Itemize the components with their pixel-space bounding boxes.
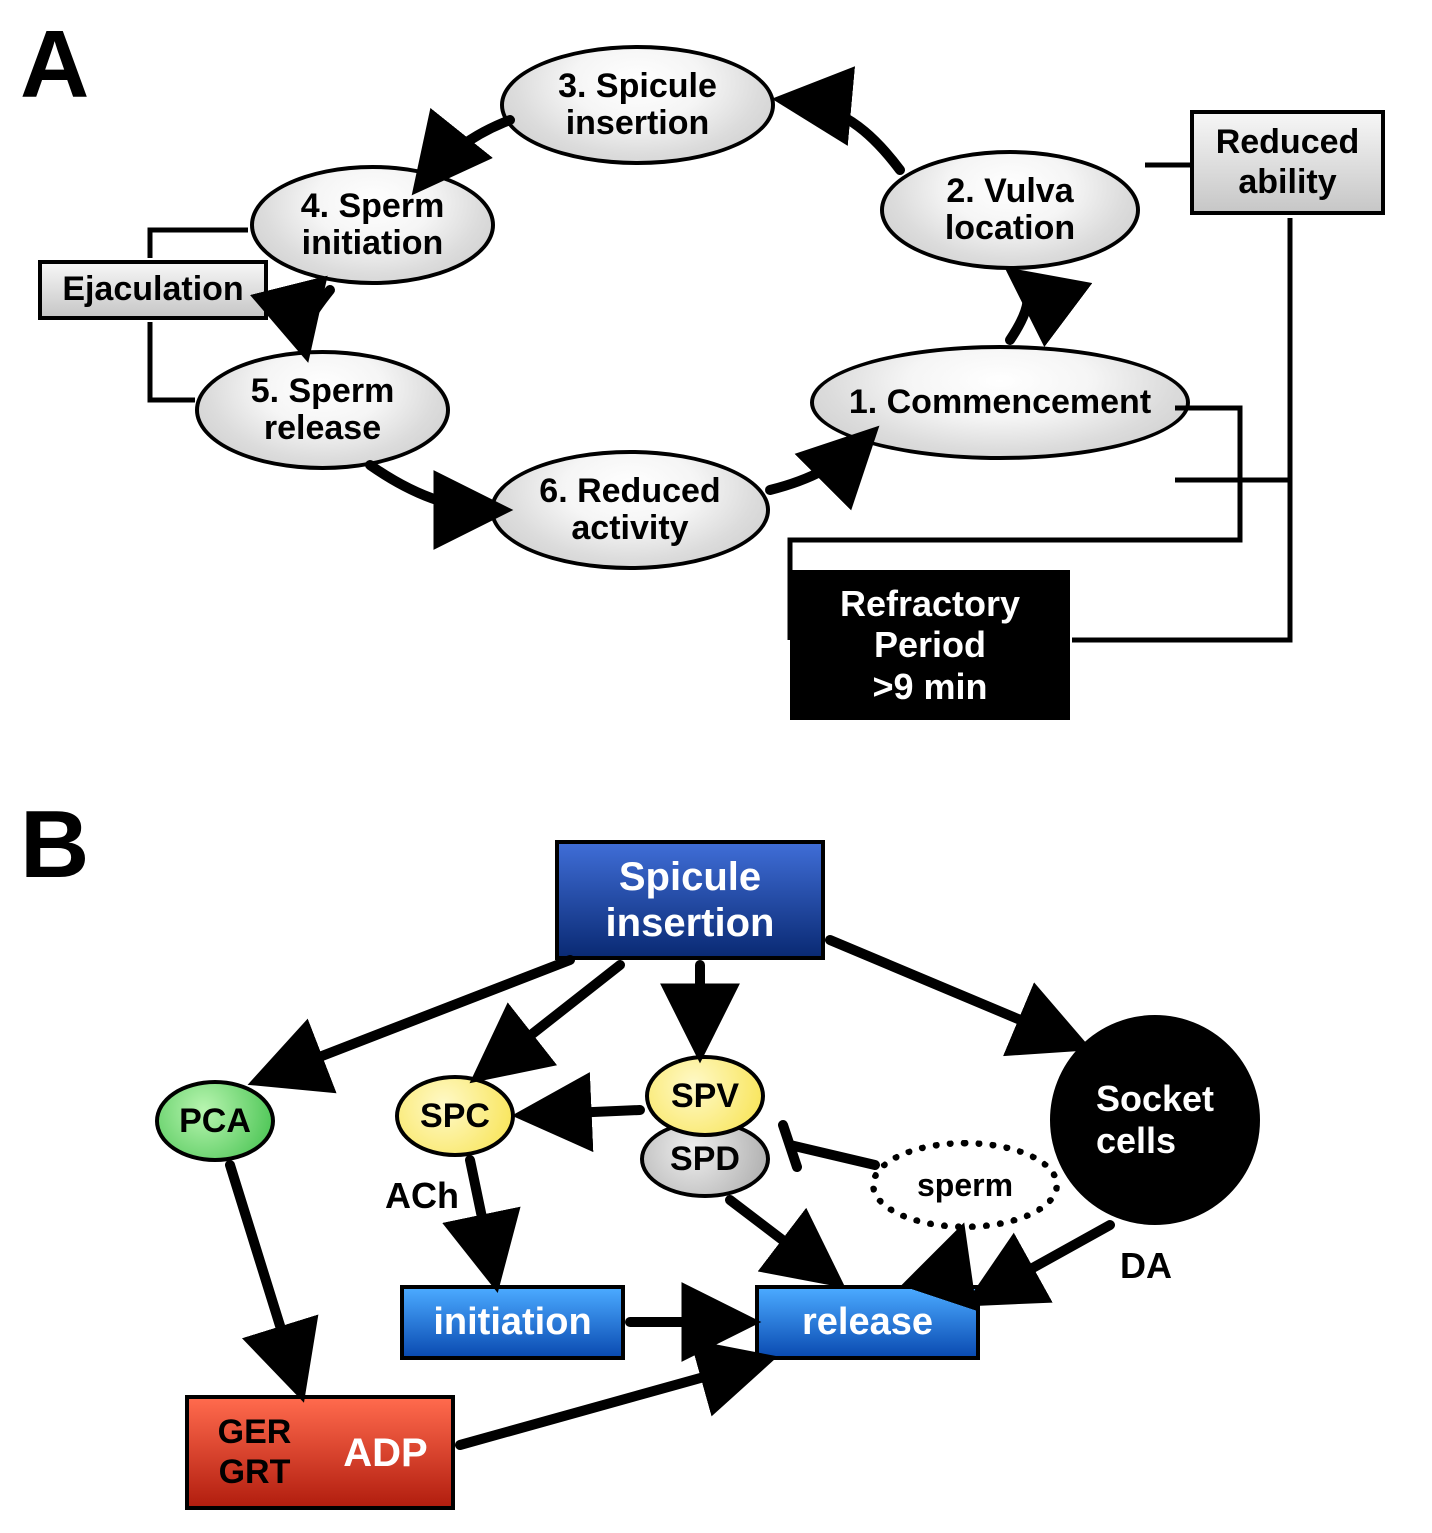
label-da: DA bbox=[1120, 1245, 1172, 1287]
node-spc: SPC bbox=[395, 1075, 515, 1157]
box-spicule-insertion-b: Spicule insertion bbox=[555, 840, 825, 960]
box-initiation: initiation bbox=[400, 1285, 625, 1360]
node-sperm: sperm bbox=[870, 1140, 1060, 1230]
node-spv: SPV bbox=[645, 1055, 765, 1137]
box-ger-grt-adp: GER GRT ADP bbox=[185, 1395, 455, 1510]
box-reduced-ability: Reduced ability bbox=[1190, 110, 1385, 215]
box-refractory-period: Refractory Period >9 min bbox=[790, 570, 1070, 720]
node-socket-cells: Socket cells bbox=[1050, 1015, 1260, 1225]
node-sperm-release: 5. Sperm release bbox=[195, 350, 450, 470]
node-commencement: 1. Commencement bbox=[810, 345, 1190, 460]
connectors-svg bbox=[0, 0, 1432, 1533]
node-sperm-initiation: 4. Sperm initiation bbox=[250, 165, 495, 285]
box-ejaculation: Ejaculation bbox=[38, 260, 268, 320]
label-ach: ACh bbox=[385, 1175, 459, 1217]
node-vulva-location: 2. Vulva location bbox=[880, 150, 1140, 270]
panel-label-b: B bbox=[20, 790, 89, 900]
panel-label-a: A bbox=[20, 10, 89, 120]
box-release: release bbox=[755, 1285, 980, 1360]
label-adp: ADP bbox=[320, 1430, 451, 1476]
label-ger-grt: GER GRT bbox=[189, 1413, 320, 1491]
node-pca: PCA bbox=[155, 1080, 275, 1162]
node-reduced-activity: 6. Reduced activity bbox=[490, 450, 770, 570]
node-spicule-insertion-a: 3. Spicule insertion bbox=[500, 45, 775, 165]
